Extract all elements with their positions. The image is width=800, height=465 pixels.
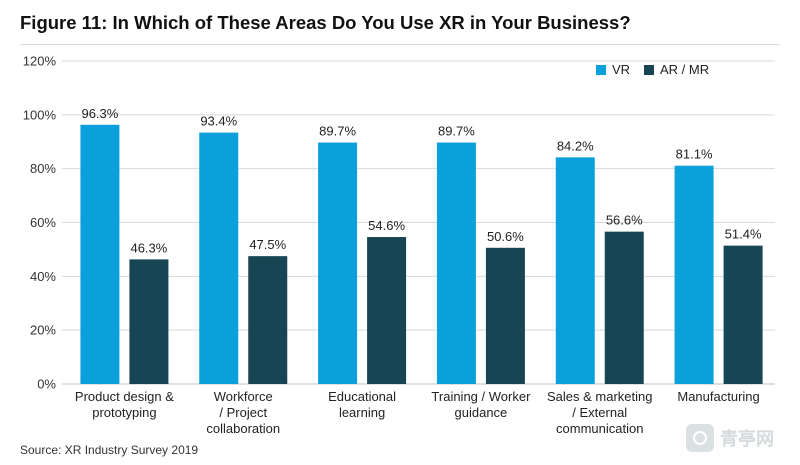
bar-ar-mr (723, 245, 763, 384)
data-label-vr: 81.1% (676, 147, 713, 162)
x-tick-label: collaboration (206, 421, 280, 436)
data-label-vr: 89.7% (319, 124, 356, 139)
bar-vr (555, 157, 595, 384)
bar-ar-mr (367, 237, 407, 384)
bar-vr (199, 132, 239, 384)
data-label-ar-mr: 54.6% (368, 218, 405, 233)
y-tick-label: 120% (23, 54, 57, 69)
x-tick-label: Sales & marketing (547, 389, 653, 404)
watermark-text: 青亭网 (720, 429, 774, 449)
legend-swatch-vr (596, 65, 606, 75)
bar-chart: 0% 20% 40% 60% 80% 100% 120% 96.3% 46.3% Product … (23, 54, 775, 436)
data-label-vr: 84.2% (557, 138, 594, 153)
y-tick-label: 60% (30, 215, 56, 230)
data-label-ar-mr: 46.3% (130, 240, 167, 255)
bar-vr (318, 142, 358, 384)
x-tick-label: Training / Worker (431, 389, 531, 404)
y-tick-label: 0% (37, 377, 56, 392)
data-label-ar-mr: 50.6% (487, 229, 524, 244)
x-tick-label: Workforce (214, 389, 273, 404)
bar-ar-mr (604, 231, 644, 384)
x-tick-label: learning (339, 405, 385, 420)
watermark-logo: 青亭网 (686, 421, 786, 455)
x-tick-label: / External (572, 405, 627, 420)
x-tick-label: Educational (328, 389, 396, 404)
legend-label-ar-mr: AR / MR (660, 62, 709, 77)
chart-title: Figure 11: In Which of These Areas Do Yo… (20, 12, 631, 33)
legend-label-vr: VR (612, 62, 630, 77)
data-label-ar-mr: 47.5% (249, 237, 286, 252)
y-tick-label: 20% (30, 323, 56, 338)
x-tick-label: communication (556, 421, 643, 436)
x-tick-label: prototyping (92, 405, 156, 420)
x-tick-label: Manufacturing (677, 389, 759, 404)
y-tick-label: 80% (30, 161, 56, 176)
watermark-icon (686, 424, 714, 452)
legend-swatch-ar-mr (644, 65, 654, 75)
y-tick-label: 40% (30, 269, 56, 284)
data-label-vr: 96.3% (81, 106, 118, 121)
bar-vr (80, 124, 120, 384)
title-divider (20, 44, 780, 45)
data-label-vr: 93.4% (200, 114, 237, 129)
bar-vr (674, 165, 714, 384)
bar-ar-mr (248, 256, 288, 384)
bar-vr (436, 142, 476, 384)
data-label-ar-mr: 56.6% (606, 213, 643, 228)
bar-ar-mr (129, 259, 169, 384)
source-note: Source: XR Industry Survey 2019 (20, 443, 199, 457)
x-tick-label: guidance (455, 405, 508, 420)
data-label-vr: 89.7% (438, 124, 475, 139)
x-tick-label: Product design & (75, 389, 174, 404)
y-tick-label: 100% (23, 107, 57, 122)
bar-ar-mr (485, 247, 525, 384)
x-tick-label: / Project (219, 405, 267, 420)
data-label-ar-mr: 51.4% (725, 227, 762, 242)
